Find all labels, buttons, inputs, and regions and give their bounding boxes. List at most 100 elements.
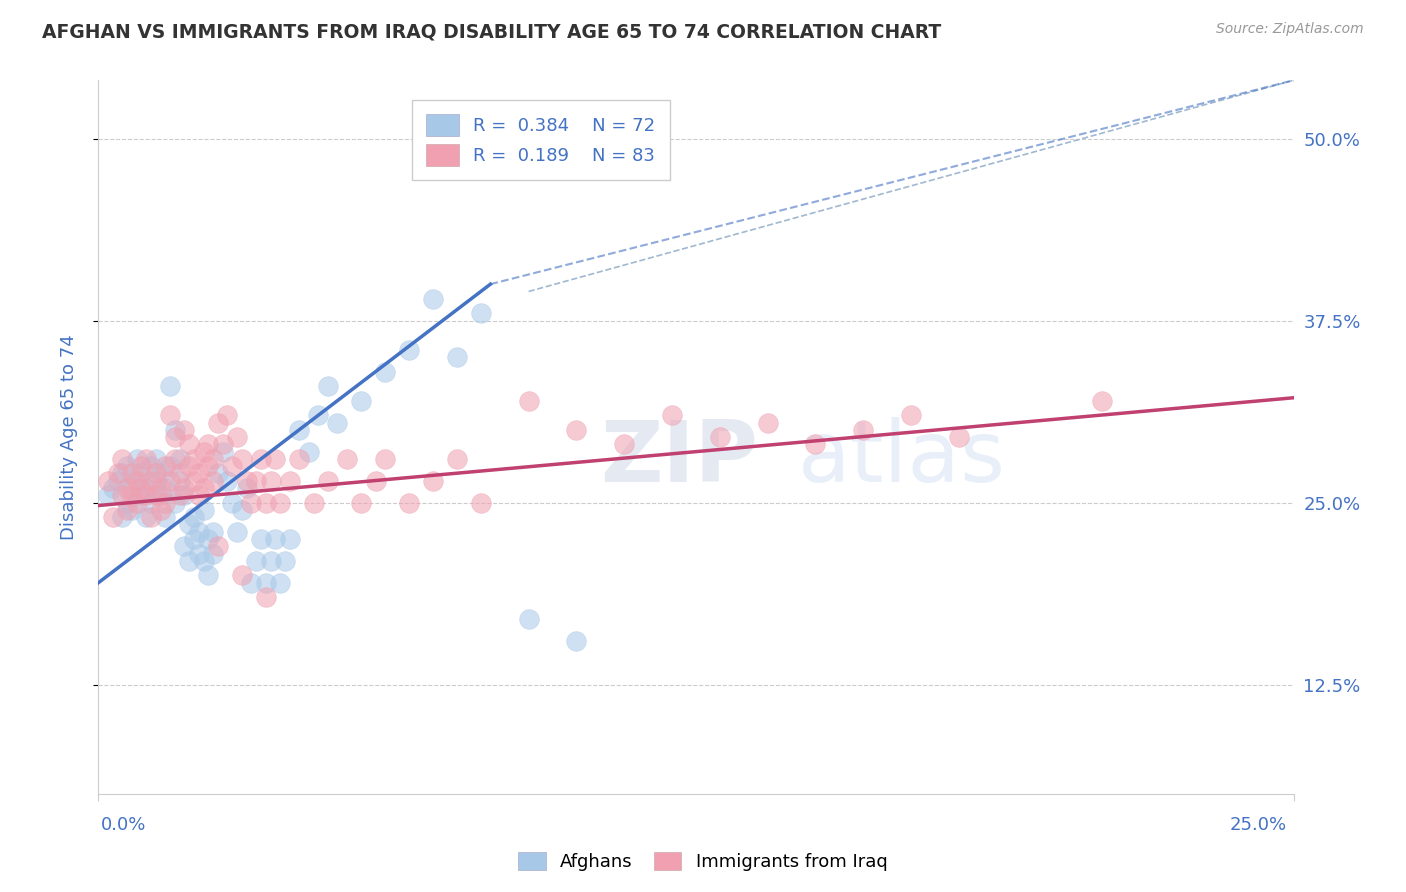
Point <box>183 532 205 546</box>
Point <box>374 365 396 379</box>
Point <box>298 444 321 458</box>
Point <box>446 451 468 466</box>
Point <box>217 409 239 423</box>
Point <box>159 379 181 393</box>
Point <box>183 451 205 466</box>
Point <box>245 554 267 568</box>
Point <box>135 510 157 524</box>
Point <box>169 467 191 481</box>
Point <box>254 591 277 605</box>
Point <box>135 451 157 466</box>
Point <box>169 488 191 502</box>
Point <box>163 451 186 466</box>
Point <box>197 459 219 474</box>
Point <box>307 409 329 423</box>
Point <box>187 488 209 502</box>
Point <box>173 539 195 553</box>
Point <box>202 474 225 488</box>
Point <box>269 575 291 590</box>
Point <box>145 467 167 481</box>
Point <box>250 532 273 546</box>
Point <box>350 495 373 509</box>
Point <box>231 503 253 517</box>
Point <box>163 430 186 444</box>
Point <box>145 451 167 466</box>
Point <box>107 474 129 488</box>
Point <box>517 393 540 408</box>
Point <box>101 481 124 495</box>
Point <box>183 510 205 524</box>
Point <box>202 524 225 539</box>
Point <box>169 451 191 466</box>
Point <box>183 474 205 488</box>
Point <box>565 634 588 648</box>
Point <box>207 416 229 430</box>
Point <box>221 495 243 509</box>
Point <box>139 459 162 474</box>
Point <box>155 510 177 524</box>
Point <box>125 474 148 488</box>
Point <box>193 554 215 568</box>
Point <box>179 459 201 474</box>
Point <box>211 437 233 451</box>
Text: AFGHAN VS IMMIGRANTS FROM IRAQ DISABILITY AGE 65 TO 74 CORRELATION CHART: AFGHAN VS IMMIGRANTS FROM IRAQ DISABILIT… <box>42 22 942 41</box>
Point <box>115 503 138 517</box>
Point <box>217 474 239 488</box>
Point <box>231 451 253 466</box>
Point <box>235 474 257 488</box>
Point <box>139 510 162 524</box>
Point <box>155 495 177 509</box>
Point <box>226 430 249 444</box>
Point <box>756 416 779 430</box>
Point <box>159 459 181 474</box>
Point <box>111 488 134 502</box>
Point <box>193 444 215 458</box>
Point <box>517 612 540 626</box>
Point <box>193 481 215 495</box>
Point <box>398 495 420 509</box>
Point <box>107 467 129 481</box>
Y-axis label: Disability Age 65 to 74: Disability Age 65 to 74 <box>59 334 77 540</box>
Point <box>197 437 219 451</box>
Point <box>145 488 167 502</box>
Text: ZIP: ZIP <box>600 417 758 500</box>
Point <box>235 481 257 495</box>
Point <box>202 547 225 561</box>
Point <box>155 481 177 495</box>
Point <box>804 437 827 451</box>
Point <box>240 575 263 590</box>
Point <box>121 467 143 481</box>
Point <box>121 503 143 517</box>
Point <box>149 467 172 481</box>
Point <box>131 459 153 474</box>
Point <box>131 488 153 502</box>
Point <box>155 459 177 474</box>
Point <box>179 554 201 568</box>
Point <box>565 423 588 437</box>
Point <box>187 547 209 561</box>
Point <box>613 437 636 451</box>
Point <box>211 444 233 458</box>
Point <box>145 474 167 488</box>
Point <box>254 495 277 509</box>
Point <box>159 474 181 488</box>
Legend: R =  0.384    N = 72, R =  0.189    N = 83: R = 0.384 N = 72, R = 0.189 N = 83 <box>412 100 669 180</box>
Point <box>163 495 186 509</box>
Point <box>131 481 153 495</box>
Point <box>240 495 263 509</box>
Point <box>173 423 195 437</box>
Point <box>661 409 683 423</box>
Point <box>131 467 153 481</box>
Point <box>125 495 148 509</box>
Point <box>1091 393 1114 408</box>
Point <box>326 416 349 430</box>
Point <box>111 467 134 481</box>
Point <box>288 423 311 437</box>
Point <box>125 474 148 488</box>
Point <box>316 379 339 393</box>
Point <box>179 437 201 451</box>
Point <box>278 532 301 546</box>
Point <box>139 474 162 488</box>
Point <box>350 393 373 408</box>
Point <box>139 495 162 509</box>
